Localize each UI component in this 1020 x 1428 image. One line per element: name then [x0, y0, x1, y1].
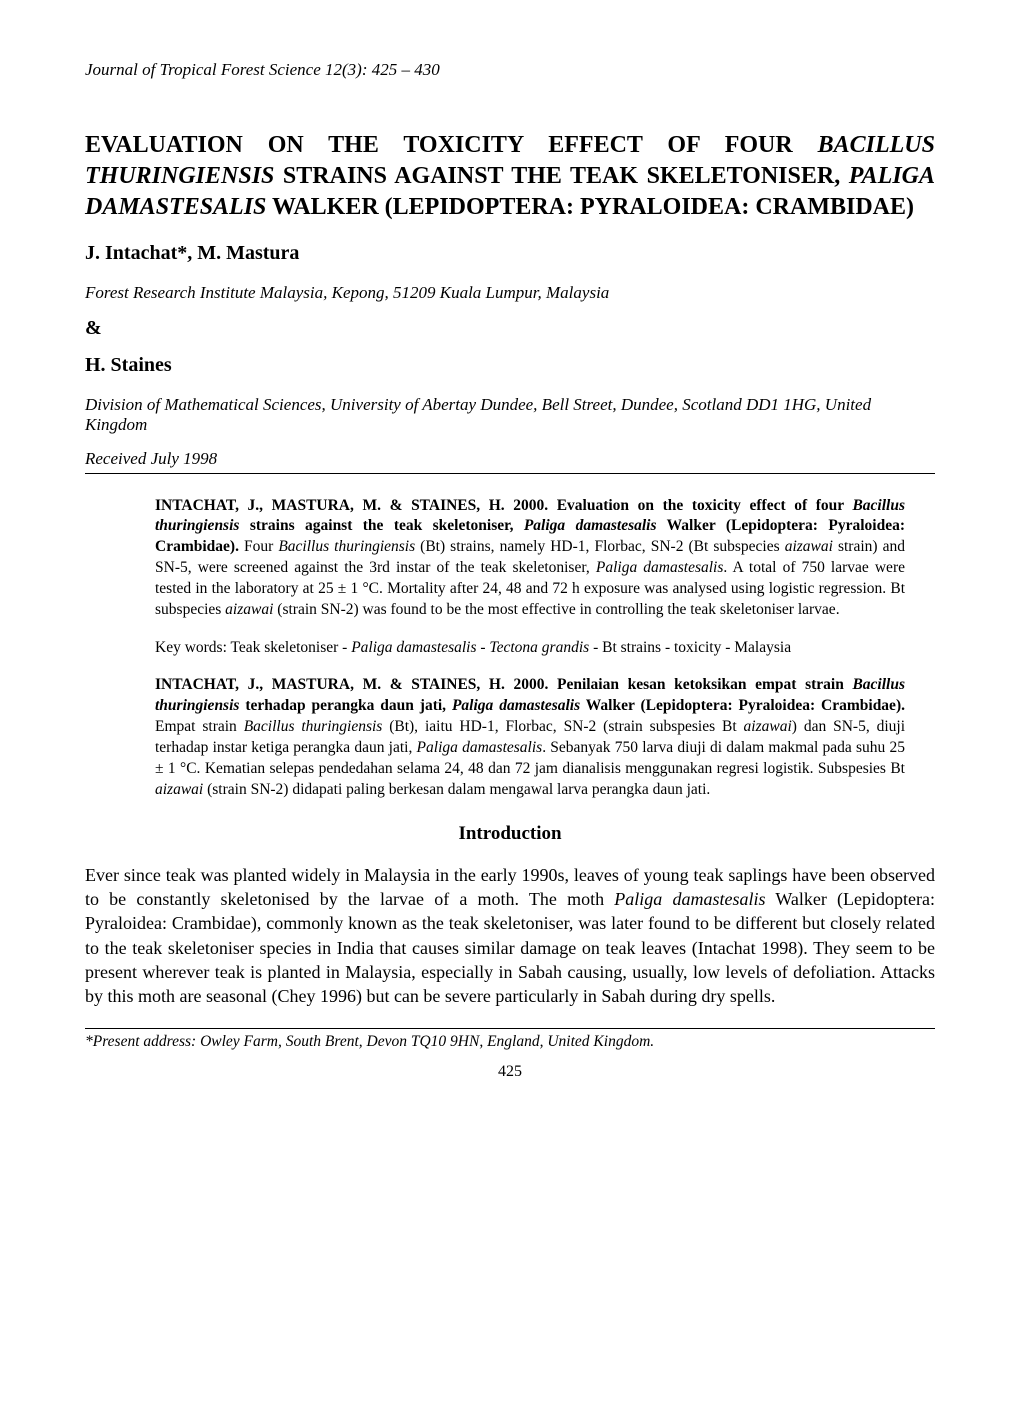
received-date: Received July 1998: [85, 449, 935, 474]
affiliation-2: Division of Mathematical Sciences, Unive…: [85, 395, 935, 435]
journal-header: Journal of Tropical Forest Science 12(3)…: [85, 60, 935, 80]
footnote-text: *Present address: Owley Farm, South Bren…: [85, 1033, 935, 1051]
keywords: Key words: Teak skeletoniser - Paliga da…: [155, 639, 905, 657]
authors-line-1: J. Intachat*, M. Mastura: [85, 242, 935, 265]
abstract-malay: INTACHAT, J., MASTURA, M. & STAINES, H. …: [155, 675, 905, 801]
article-title: EVALUATION ON THE TOXICITY EFFECT OF FOU…: [85, 130, 935, 224]
abstract-english: INTACHAT, J., MASTURA, M. & STAINES, H. …: [155, 496, 905, 622]
section-heading-introduction: Introduction: [85, 823, 935, 845]
footnote-separator: *Present address: Owley Farm, South Bren…: [85, 1028, 935, 1051]
introduction-paragraph: Ever since teak was planted widely in Ma…: [85, 863, 935, 1009]
affiliation-1: Forest Research Institute Malaysia, Kepo…: [85, 283, 935, 303]
authors-line-2: H. Staines: [85, 354, 935, 377]
author-separator: &: [85, 317, 935, 340]
page-number: 425: [85, 1063, 935, 1081]
